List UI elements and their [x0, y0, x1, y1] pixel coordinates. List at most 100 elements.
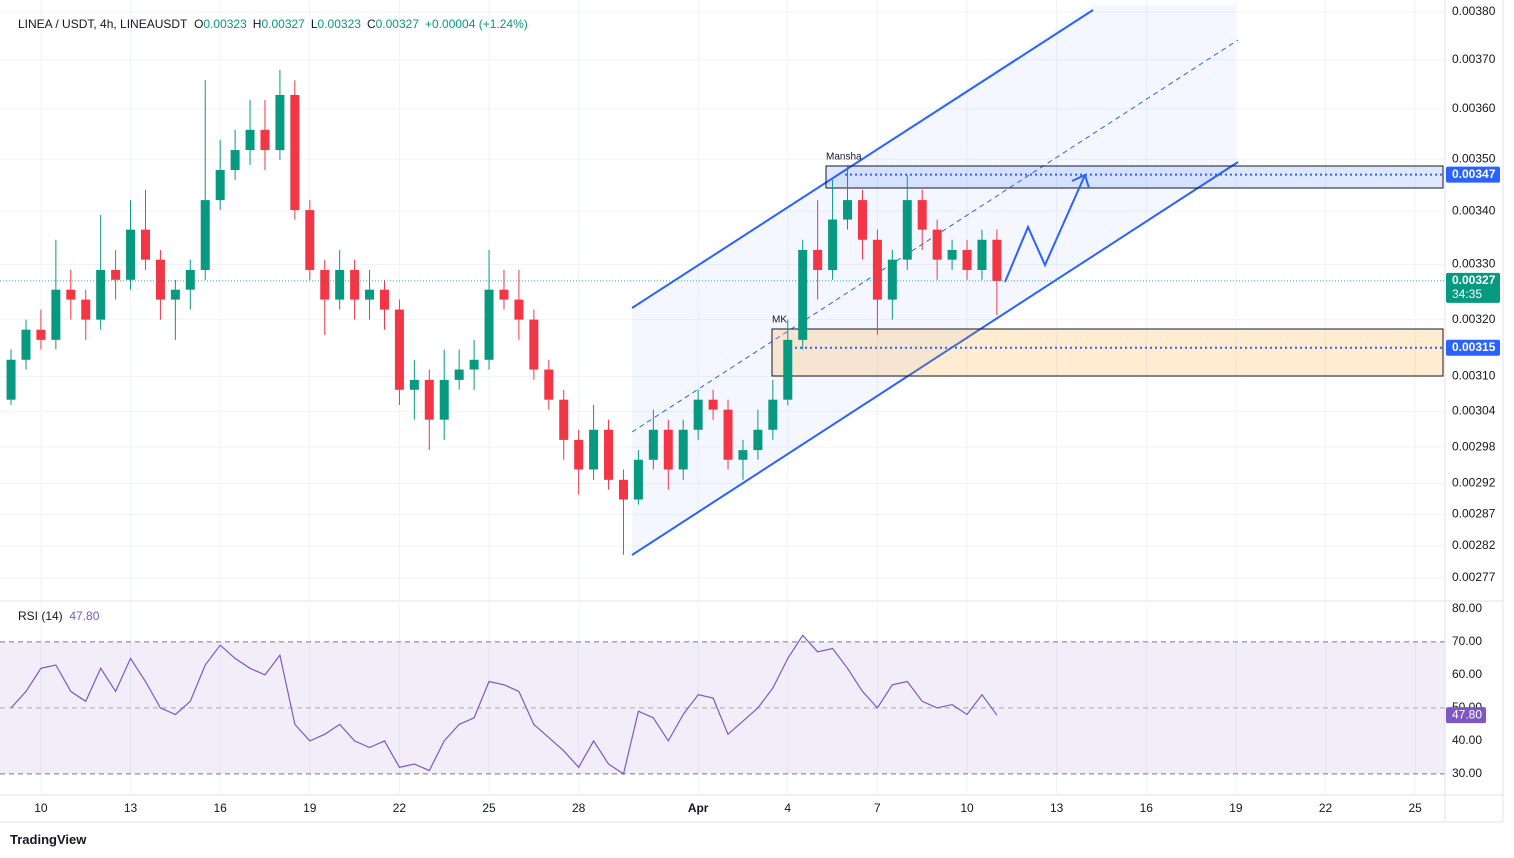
- candle-body: [185, 269, 195, 290]
- price-tag: [1446, 166, 1500, 183]
- candle-body: [379, 289, 389, 310]
- y-tick-label: 0.00370: [1452, 52, 1496, 66]
- ohlc-label: H: [252, 17, 262, 31]
- x-tick-label: 4: [784, 801, 791, 815]
- candle-body: [424, 379, 434, 420]
- rsi-tick-label: 60.00: [1452, 667, 1482, 681]
- y-tick-label: 0.00330: [1452, 257, 1496, 271]
- y-tick-label: 0.00298: [1452, 439, 1496, 453]
- candle-body: [917, 200, 927, 230]
- candle-body: [783, 339, 793, 400]
- candle-body: [409, 379, 419, 390]
- candle-body: [305, 210, 315, 270]
- rsi-tick-label: 30.00: [1452, 766, 1482, 780]
- candle-body: [81, 299, 91, 320]
- candle-body: [813, 249, 823, 270]
- ohlc-value: 0.00327: [375, 17, 419, 31]
- candle-body: [559, 399, 569, 440]
- candle-body: [96, 269, 106, 320]
- candle-body: [514, 299, 524, 320]
- candle-body: [604, 429, 614, 480]
- candle-body: [439, 379, 449, 420]
- candle-body: [902, 200, 912, 260]
- candle-body: [708, 399, 718, 410]
- y-tick-label: 0.00380: [1452, 4, 1496, 18]
- rsi-tick-label: 40.00: [1452, 733, 1482, 747]
- x-tick-label: 19: [303, 801, 317, 815]
- x-tick-label: 25: [482, 801, 496, 815]
- last-price-tag: [1446, 272, 1500, 303]
- projection-arrow: [1004, 174, 1086, 283]
- candle-body: [320, 269, 330, 300]
- x-tick-label: 10: [34, 801, 48, 815]
- ohlc: O0.00323 H0.00327 L0.00323 C0.00327: [194, 17, 425, 31]
- candle-body: [275, 94, 285, 151]
- candle-body: [36, 329, 46, 340]
- y-tick-label: 0.00287: [1452, 507, 1496, 521]
- candle-body: [155, 259, 165, 300]
- candle-body: [544, 369, 554, 400]
- x-tick-label: 13: [1050, 801, 1064, 815]
- candle-body: [857, 200, 867, 240]
- candle-body: [663, 429, 673, 470]
- candle-body: [111, 269, 121, 280]
- candle-body: [843, 200, 853, 220]
- candle-body: [872, 239, 882, 300]
- ohlc-value: 0.00323: [203, 17, 247, 31]
- annotation: Mansha: [826, 152, 862, 163]
- candle-body: [140, 229, 150, 260]
- rsi-header: RSI (14) 47.80: [18, 609, 99, 623]
- candle-body: [499, 289, 509, 300]
- candle-body: [51, 289, 61, 340]
- candle-body: [469, 359, 479, 370]
- y-tick-label: 0.00282: [1452, 538, 1496, 552]
- price-tag-label: 0.00347: [1452, 167, 1496, 181]
- price-tag-label: 0.00315: [1452, 340, 1496, 354]
- candle-body: [977, 239, 987, 270]
- candle-body: [484, 289, 494, 360]
- x-tick-label: 19: [1229, 801, 1243, 815]
- overlays: 10 13 16 19 22 25 28 Apr 4 7 10 13 16 19 22 25 0.00277 0.…: [0, 4, 1500, 815]
- rsi-tick-label: 70.00: [1452, 634, 1482, 648]
- x-tick-label: 25: [1408, 801, 1422, 815]
- candle-body: [21, 329, 31, 360]
- channel-lower: [631, 161, 1239, 556]
- candle-body: [962, 249, 972, 270]
- candle-body: [693, 399, 703, 430]
- rsi-line: [10, 634, 998, 775]
- y-tick-label: 0.00320: [1452, 312, 1496, 326]
- ohlc-value: 0.00327: [261, 17, 305, 31]
- candle-body: [215, 170, 225, 201]
- candle-body: [260, 129, 270, 151]
- rsi-tick-label: 80.00: [1452, 601, 1482, 615]
- candle-body: [753, 429, 763, 451]
- y-tick-label: 0.00310: [1452, 369, 1496, 383]
- logo: TradingView: [10, 832, 87, 847]
- x-tick-label: 16: [213, 801, 227, 815]
- candle-body: [618, 479, 628, 500]
- x-tick-label: 10: [960, 801, 974, 815]
- channel-fill: [632, 5, 1235, 555]
- ohlc-value: 0.00323: [317, 17, 361, 31]
- rsi-value: 47.80: [69, 609, 100, 623]
- candle-body: [633, 459, 643, 500]
- candle-body: [738, 450, 748, 460]
- candle-body: [828, 219, 838, 270]
- x-tick-label: 28: [572, 801, 586, 815]
- candle-body: [394, 309, 404, 390]
- x-tick-label: Apr: [688, 801, 709, 815]
- y-tick-label: 0.00350: [1452, 151, 1496, 165]
- x-tick-label: 7: [874, 801, 881, 815]
- symbol: LINEA / USDT, 4h, LINEAUSDT: [18, 17, 188, 31]
- candle-body: [723, 409, 733, 460]
- y-tick-label: 0.00277: [1452, 570, 1496, 584]
- y-tick-label: 0.00340: [1452, 203, 1496, 217]
- ohlc-label: O: [194, 17, 204, 31]
- price-tag: [1446, 339, 1500, 356]
- rsi-tag-label: 47.80: [1452, 707, 1482, 721]
- countdown: 34:35: [1452, 287, 1482, 301]
- candle-body: [290, 94, 300, 211]
- ohlc-label: C: [366, 17, 376, 31]
- x-tick-label: 13: [124, 801, 138, 815]
- annotation: MK: [772, 315, 787, 326]
